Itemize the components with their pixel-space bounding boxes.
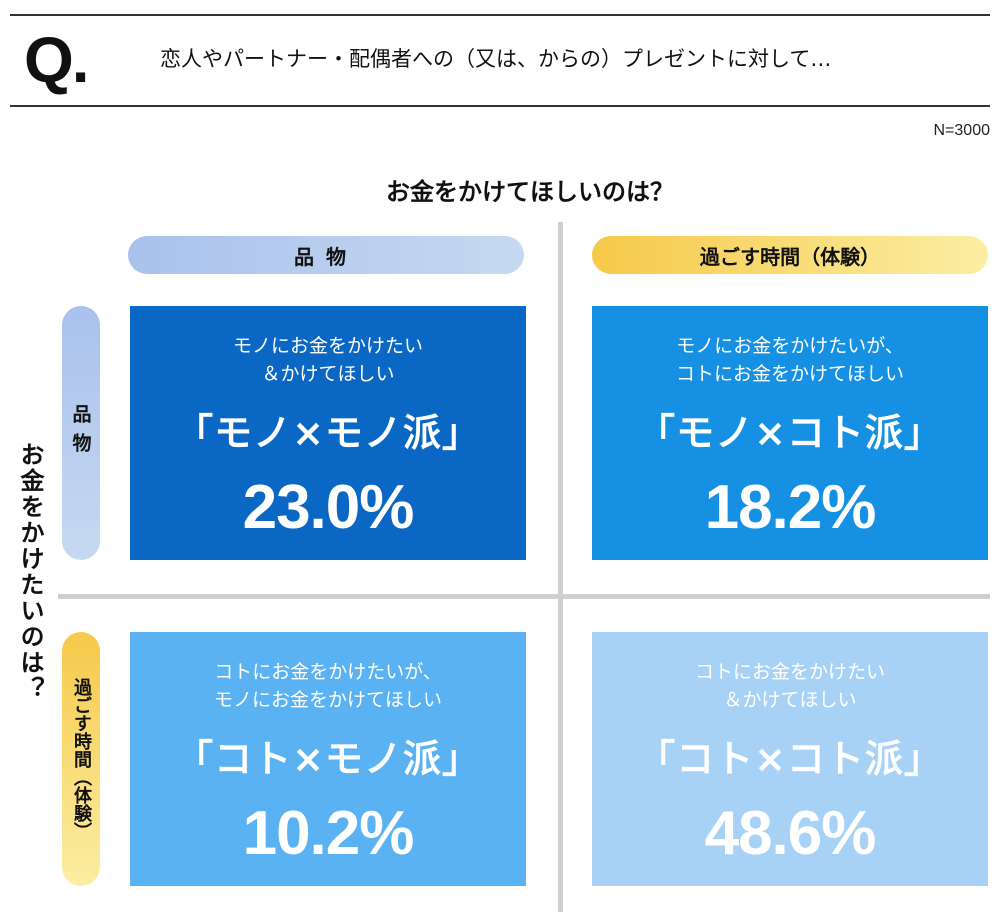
- cell-description-line: モノにお金をかけたいが、: [676, 335, 904, 357]
- row-axis-title: お金をかけたいのは？: [16, 442, 44, 702]
- cell-description-line: コトにお金をかけてほしい: [675, 363, 904, 385]
- horizontal-divider: [58, 594, 990, 599]
- cell-percentage: 10.2%: [242, 799, 415, 868]
- cell-percentage: 23.0%: [242, 473, 415, 542]
- cell-description: モノにお金をかけたい ＆かけてほしい: [130, 332, 526, 388]
- cell-segment-name: 「モノ×モノ派」: [175, 411, 481, 455]
- question-mark-label: Q.: [24, 24, 90, 96]
- sample-size: N=3000: [933, 122, 991, 139]
- row-header-time: 過ごす時間（体験）: [62, 632, 100, 886]
- cell-segment-name: 「コト×モノ派」: [175, 737, 481, 781]
- column-axis-title: お金をかけてほしいのは？: [386, 178, 674, 206]
- cell-description: コトにお金をかけたいが、 モノにお金をかけてほしい: [130, 658, 526, 714]
- column-header-time: 過ごす時間（体験）: [592, 236, 988, 274]
- cell-segment-name: 「モノ×コト派」: [637, 411, 943, 455]
- cell-description-line: モノにお金をかけたい: [232, 335, 423, 357]
- question-text: 恋人やパートナー・配偶者への（又は、からの）プレゼントに対して…: [160, 47, 832, 71]
- cell-mono-koto: モノにお金をかけたいが、 コトにお金をかけてほしい 「モノ×コト派」 18.2%: [592, 306, 988, 560]
- cell-description-line: ＆かけてほしい: [261, 363, 395, 385]
- cell-percentage: 48.6%: [704, 799, 877, 868]
- cell-segment-name: 「コト×コト派」: [637, 737, 943, 781]
- cell-description-line: ＆かけてほしい: [723, 689, 857, 711]
- cell-description-line: モノにお金をかけてほしい: [213, 689, 442, 711]
- cell-description-line: コトにお金をかけたい: [694, 661, 885, 683]
- cell-description: モノにお金をかけたいが、 コトにお金をかけてほしい: [592, 332, 988, 388]
- column-header-goods: 品物: [128, 236, 524, 274]
- cell-description: コトにお金をかけたい ＆かけてほしい: [592, 658, 988, 714]
- row-header-goods: 品物: [62, 306, 100, 560]
- cell-koto-koto: コトにお金をかけたい ＆かけてほしい 「コト×コト派」 48.6%: [592, 632, 988, 886]
- cell-percentage: 18.2%: [704, 473, 877, 542]
- cell-description-line: コトにお金をかけたいが、: [214, 661, 442, 683]
- cell-koto-mono: コトにお金をかけたいが、 モノにお金をかけてほしい 「コト×モノ派」 10.2%: [130, 632, 526, 886]
- vertical-divider: [558, 222, 563, 912]
- header-bottom-rule: [10, 105, 990, 107]
- header-top-rule: [10, 14, 990, 16]
- cell-mono-mono: モノにお金をかけたい ＆かけてほしい 「モノ×モノ派」 23.0%: [130, 306, 526, 560]
